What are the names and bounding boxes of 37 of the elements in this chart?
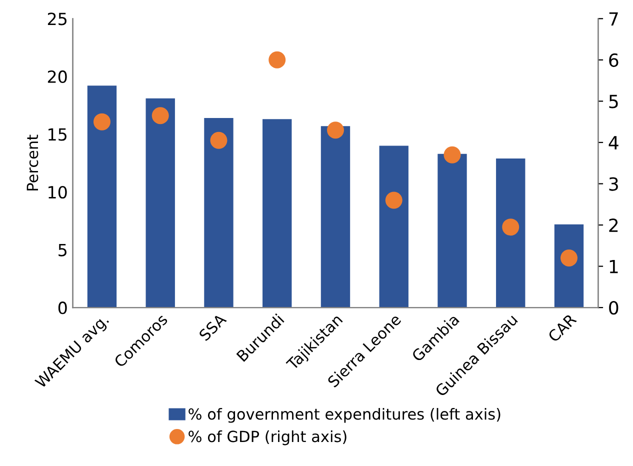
y2-tick-label: 6 xyxy=(609,53,618,68)
y2-tick-label: 1 xyxy=(610,260,618,274)
bar xyxy=(554,224,584,308)
point xyxy=(502,218,520,236)
y2-tick-label: 5 xyxy=(609,94,618,108)
y-axis-title: Percent xyxy=(26,134,38,190)
legend-label: % of government expenditures (left axis) xyxy=(188,408,500,423)
bar xyxy=(262,119,292,308)
y2-tick-label: 0 xyxy=(609,301,618,315)
y-tick-label: 25 xyxy=(48,12,66,26)
y-tick-label: 5 xyxy=(58,244,66,256)
point xyxy=(268,51,286,68)
bar xyxy=(146,98,175,308)
y-tick-label: 0 xyxy=(58,302,67,314)
y2-tick-label: 7 xyxy=(609,12,618,26)
point xyxy=(93,113,110,130)
y2-tick-label: 2 xyxy=(609,218,618,232)
point xyxy=(385,192,402,209)
y2-tick-label: 4 xyxy=(608,136,618,150)
x-tick-label: CAR xyxy=(547,312,578,343)
bar xyxy=(87,86,117,308)
y-tick-label: 15 xyxy=(48,128,66,141)
point xyxy=(210,132,228,149)
point xyxy=(560,250,578,267)
x-tick-label: SSA xyxy=(198,312,228,342)
y-tick-label: 20 xyxy=(48,70,67,83)
y2-tick-label: 3 xyxy=(609,177,618,191)
y-tick-label: 10 xyxy=(48,186,67,199)
legend-label: % of GDP (right axis) xyxy=(188,430,346,446)
bar xyxy=(379,146,408,308)
point xyxy=(152,107,169,124)
bar xyxy=(320,126,350,308)
point xyxy=(326,122,344,139)
point xyxy=(444,146,461,164)
bar xyxy=(496,158,526,308)
bar xyxy=(438,154,467,308)
bar xyxy=(204,118,234,308)
